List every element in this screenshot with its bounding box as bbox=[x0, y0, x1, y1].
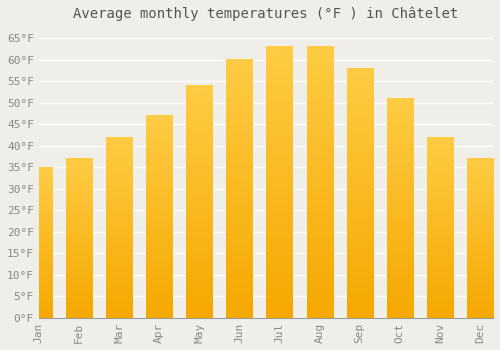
Title: Average monthly temperatures (°F ) in Châtelet: Average monthly temperatures (°F ) in Ch… bbox=[74, 7, 458, 21]
